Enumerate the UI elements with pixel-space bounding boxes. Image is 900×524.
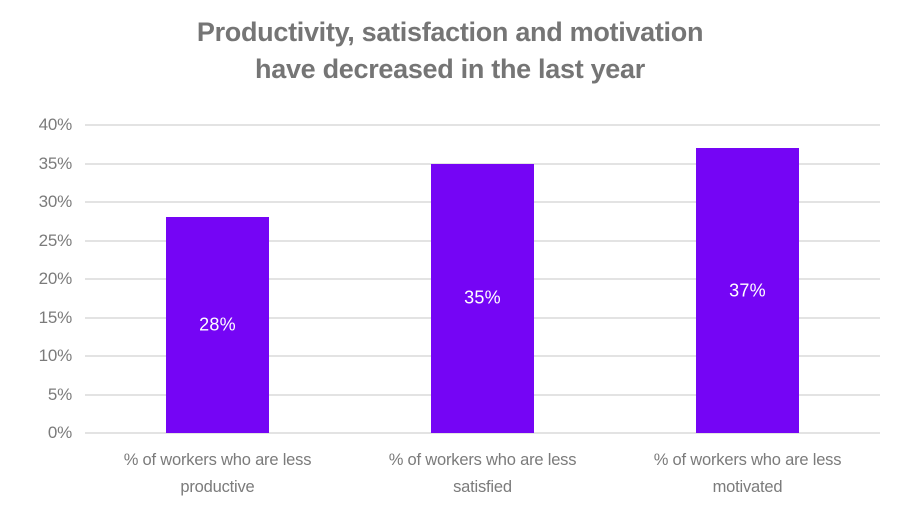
y-axis-tick-label: 0% — [47, 423, 72, 442]
y-axis-tick-label: 20% — [38, 269, 73, 288]
chart-title: Productivity, satisfaction and motivatio… — [0, 14, 900, 88]
y-axis-tick-label: 30% — [38, 192, 73, 211]
gridline — [85, 432, 880, 434]
x-axis: % of workers who are less productive % of… — [85, 447, 880, 507]
plot-area: 28% 35% 37% — [85, 124, 880, 434]
x-axis-category-label: % of workers who are less productive — [123, 451, 312, 496]
y-axis-tick-label: 5% — [47, 384, 72, 404]
y-axis-tick-label: 15% — [38, 307, 73, 327]
y-axis-tick-label: 35% — [38, 153, 73, 173]
chart-title-line-2: have decreased in the last year — [255, 54, 645, 84]
x-axis-category-label: % of workers who are less satisfied — [388, 451, 577, 496]
y-axis: 0% 5% 10% 15% 20% 25% 30% 35% 40% — [0, 115, 73, 442]
bar-value-label: 37% — [729, 280, 766, 301]
y-axis-tick-label: 40% — [38, 115, 73, 134]
bar: 37% — [696, 148, 799, 433]
y-axis-tick-label: 25% — [38, 230, 73, 250]
bar-value-label: 28% — [199, 314, 236, 335]
chart-title-line-1: Productivity, satisfaction and motivatio… — [196, 17, 704, 47]
bar-value-label: 35% — [464, 287, 501, 308]
bar: 28% — [165, 217, 269, 433]
gridline — [85, 124, 880, 126]
y-axis-tick-label: 10% — [38, 346, 73, 365]
bar: 35% — [431, 163, 534, 433]
x-axis-category-label: % of workers who are less motivated — [653, 451, 842, 496]
